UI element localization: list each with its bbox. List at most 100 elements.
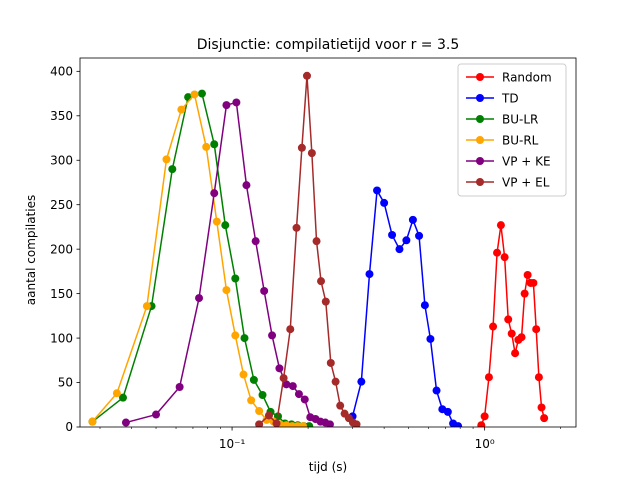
legend-entry-bu-lr: BU-LR — [466, 113, 538, 127]
data-point-td — [432, 386, 441, 395]
y-tick-label: 150 — [50, 287, 73, 301]
data-point-random — [511, 349, 520, 358]
data-point-vp-el — [326, 358, 335, 367]
legend-marker-bu-lr — [476, 115, 484, 123]
data-point-random — [500, 253, 509, 262]
data-point-vp-el — [279, 374, 288, 383]
data-point-vp-el — [312, 237, 321, 246]
data-point-bu-rl — [142, 302, 151, 311]
data-point-td — [395, 245, 404, 254]
data-point-random — [520, 289, 529, 298]
legend-label-random: Random — [502, 71, 552, 85]
y-tick-label: 400 — [50, 65, 73, 79]
data-point-bu-lr — [168, 165, 177, 174]
data-point-random — [489, 322, 498, 331]
data-point-vp-el — [321, 297, 330, 306]
legend-label-vp-ke: VP + KE — [502, 155, 551, 169]
x-tick-label: 10⁻¹ — [219, 437, 246, 451]
data-point-bu-rl — [247, 396, 256, 405]
data-point-vp-el — [352, 420, 361, 427]
data-point-td — [426, 334, 435, 343]
data-point-bu-lr — [231, 274, 240, 283]
data-point-random — [493, 248, 502, 257]
data-point-td — [415, 231, 424, 240]
data-point-td — [420, 301, 429, 310]
data-point-vp-ke — [222, 101, 231, 110]
legend-label-bu-lr: BU-LR — [502, 113, 538, 127]
data-point-td — [365, 270, 374, 279]
data-point-bu-lr — [249, 375, 258, 384]
data-point-random — [534, 373, 543, 382]
series-layer — [88, 71, 549, 427]
y-tick-label: 250 — [50, 198, 73, 212]
data-point-vp-el — [255, 420, 264, 427]
data-point-bu-lr — [119, 393, 127, 402]
data-point-random — [540, 414, 549, 423]
series-random — [477, 221, 549, 427]
data-point-random — [517, 333, 526, 342]
y-axis-label: aantal compilaties — [24, 195, 38, 305]
data-point-bu-rl — [222, 286, 231, 295]
data-point-vp-ke — [325, 420, 334, 427]
legend-entry-vp-ke: VP + KE — [466, 155, 551, 169]
legend-entry-td: TD — [466, 92, 519, 106]
data-point-td — [454, 422, 463, 427]
data-point-bu-rl — [299, 422, 308, 427]
axes-frame — [79, 57, 577, 428]
data-point-bu-lr — [240, 334, 249, 343]
series-bu-rl — [88, 90, 308, 427]
data-point-vp-el — [264, 411, 273, 420]
data-point-random — [504, 315, 513, 324]
legend-marker-vp-el — [476, 178, 484, 186]
data-point-random — [477, 421, 486, 427]
data-point-vp-el — [286, 325, 295, 334]
data-point-vp-ke — [195, 294, 204, 303]
data-point-bu-rl — [162, 155, 171, 164]
data-point-vp-ke — [242, 181, 251, 190]
series-vp-el — [255, 71, 361, 427]
series-vp-ke — [121, 98, 334, 427]
data-point-random — [480, 412, 489, 421]
axes: 0 50 100 150 200 250 300 350 400 10⁻¹ 10⁰ — [50, 57, 577, 451]
y-tick-label: 50 — [58, 376, 73, 390]
data-point-bu-rl — [190, 90, 199, 99]
data-point-td — [388, 230, 397, 239]
data-point-random — [532, 325, 541, 334]
data-point-vp-el — [336, 401, 345, 410]
legend-marker-vp-ke — [476, 157, 484, 165]
legend-box — [457, 63, 567, 197]
y-tick-label: 350 — [50, 109, 73, 123]
data-point-bu-rl — [202, 142, 211, 151]
legend-label-td: TD — [501, 92, 519, 106]
legend-label-vp-el: VP + EL — [502, 176, 550, 190]
data-point-random — [523, 270, 532, 279]
data-point-td — [443, 407, 452, 416]
data-point-vp-el — [302, 71, 311, 80]
legend-entry-vp-el: VP + EL — [466, 176, 550, 190]
data-point-vp-ke — [300, 395, 309, 404]
data-point-random — [537, 403, 546, 412]
data-point-vp-el — [297, 143, 306, 152]
legend-entry-random: Random — [466, 71, 552, 85]
legend: Random TD BU-LR BU-RL VP + KE VP + EL — [457, 63, 567, 197]
legend-entry-bu-rl: BU-RL — [466, 134, 539, 148]
legend-marker-random — [476, 73, 484, 81]
y-tick-label: 100 — [50, 331, 73, 345]
data-point-vp-ke — [294, 390, 303, 399]
data-point-bu-lr — [210, 140, 219, 149]
chart-title: Disjunctie: compilatietijd voor r = 3.5 — [197, 37, 459, 53]
data-point-vp-ke — [152, 410, 161, 419]
series-line-random — [480, 224, 545, 426]
data-point-vp-el — [317, 277, 326, 286]
data-point-bu-rl — [112, 389, 121, 398]
data-point-vp-ke — [175, 382, 184, 391]
data-point-td — [373, 186, 382, 195]
data-point-vp-el — [292, 223, 301, 232]
series-td — [348, 186, 463, 427]
data-point-random — [507, 329, 516, 338]
data-point-td — [380, 198, 389, 207]
data-point-vp-ke — [210, 189, 219, 198]
data-point-vp-ke — [121, 418, 130, 427]
x-tick-label: 10⁰ — [475, 437, 495, 451]
